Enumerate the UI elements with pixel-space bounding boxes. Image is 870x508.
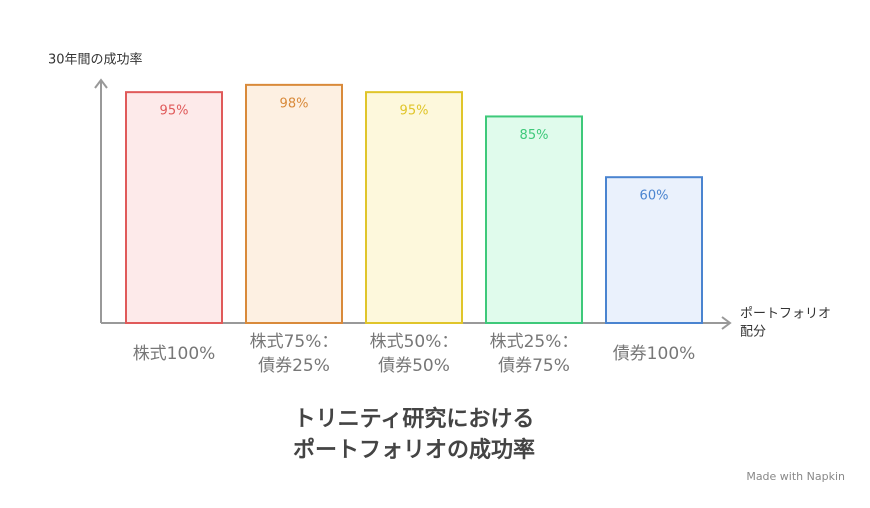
x-axis-label: 配分: [740, 325, 766, 340]
x-tick-label: 債券75%: [498, 356, 570, 376]
x-tick-label: 株式100%: [133, 344, 216, 364]
y-arrow: [94, 78, 108, 89]
x-tick-label: 債券25%: [258, 356, 330, 376]
value-label: 60%: [640, 189, 669, 204]
bar: [365, 91, 463, 325]
y-axis-label: 30年間の成功率: [48, 52, 143, 68]
bar: [245, 83, 343, 324]
x-tick-label: 株式25%：: [490, 332, 579, 352]
bar: [605, 176, 703, 324]
x-axis-label: ポートフォリオ: [740, 307, 831, 322]
value-label: 98%: [280, 96, 309, 111]
x-tick-label: 債券50%: [378, 356, 450, 376]
x-tick-label: 株式75%：: [250, 332, 339, 352]
value-label: 85%: [520, 128, 549, 143]
chart-title: トリニティ研究における: [294, 406, 535, 432]
bar: [485, 115, 583, 324]
x-tick-label: 株式50%：: [370, 332, 459, 352]
bar: [125, 91, 223, 325]
watermark: Made with Napkin: [746, 470, 845, 483]
chart-title: ポートフォリオの成功率: [293, 437, 535, 463]
x-tick-label: 債券100%: [613, 344, 696, 364]
x-arrow: [721, 316, 732, 330]
value-label: 95%: [400, 104, 429, 119]
value-label: 95%: [160, 104, 189, 119]
